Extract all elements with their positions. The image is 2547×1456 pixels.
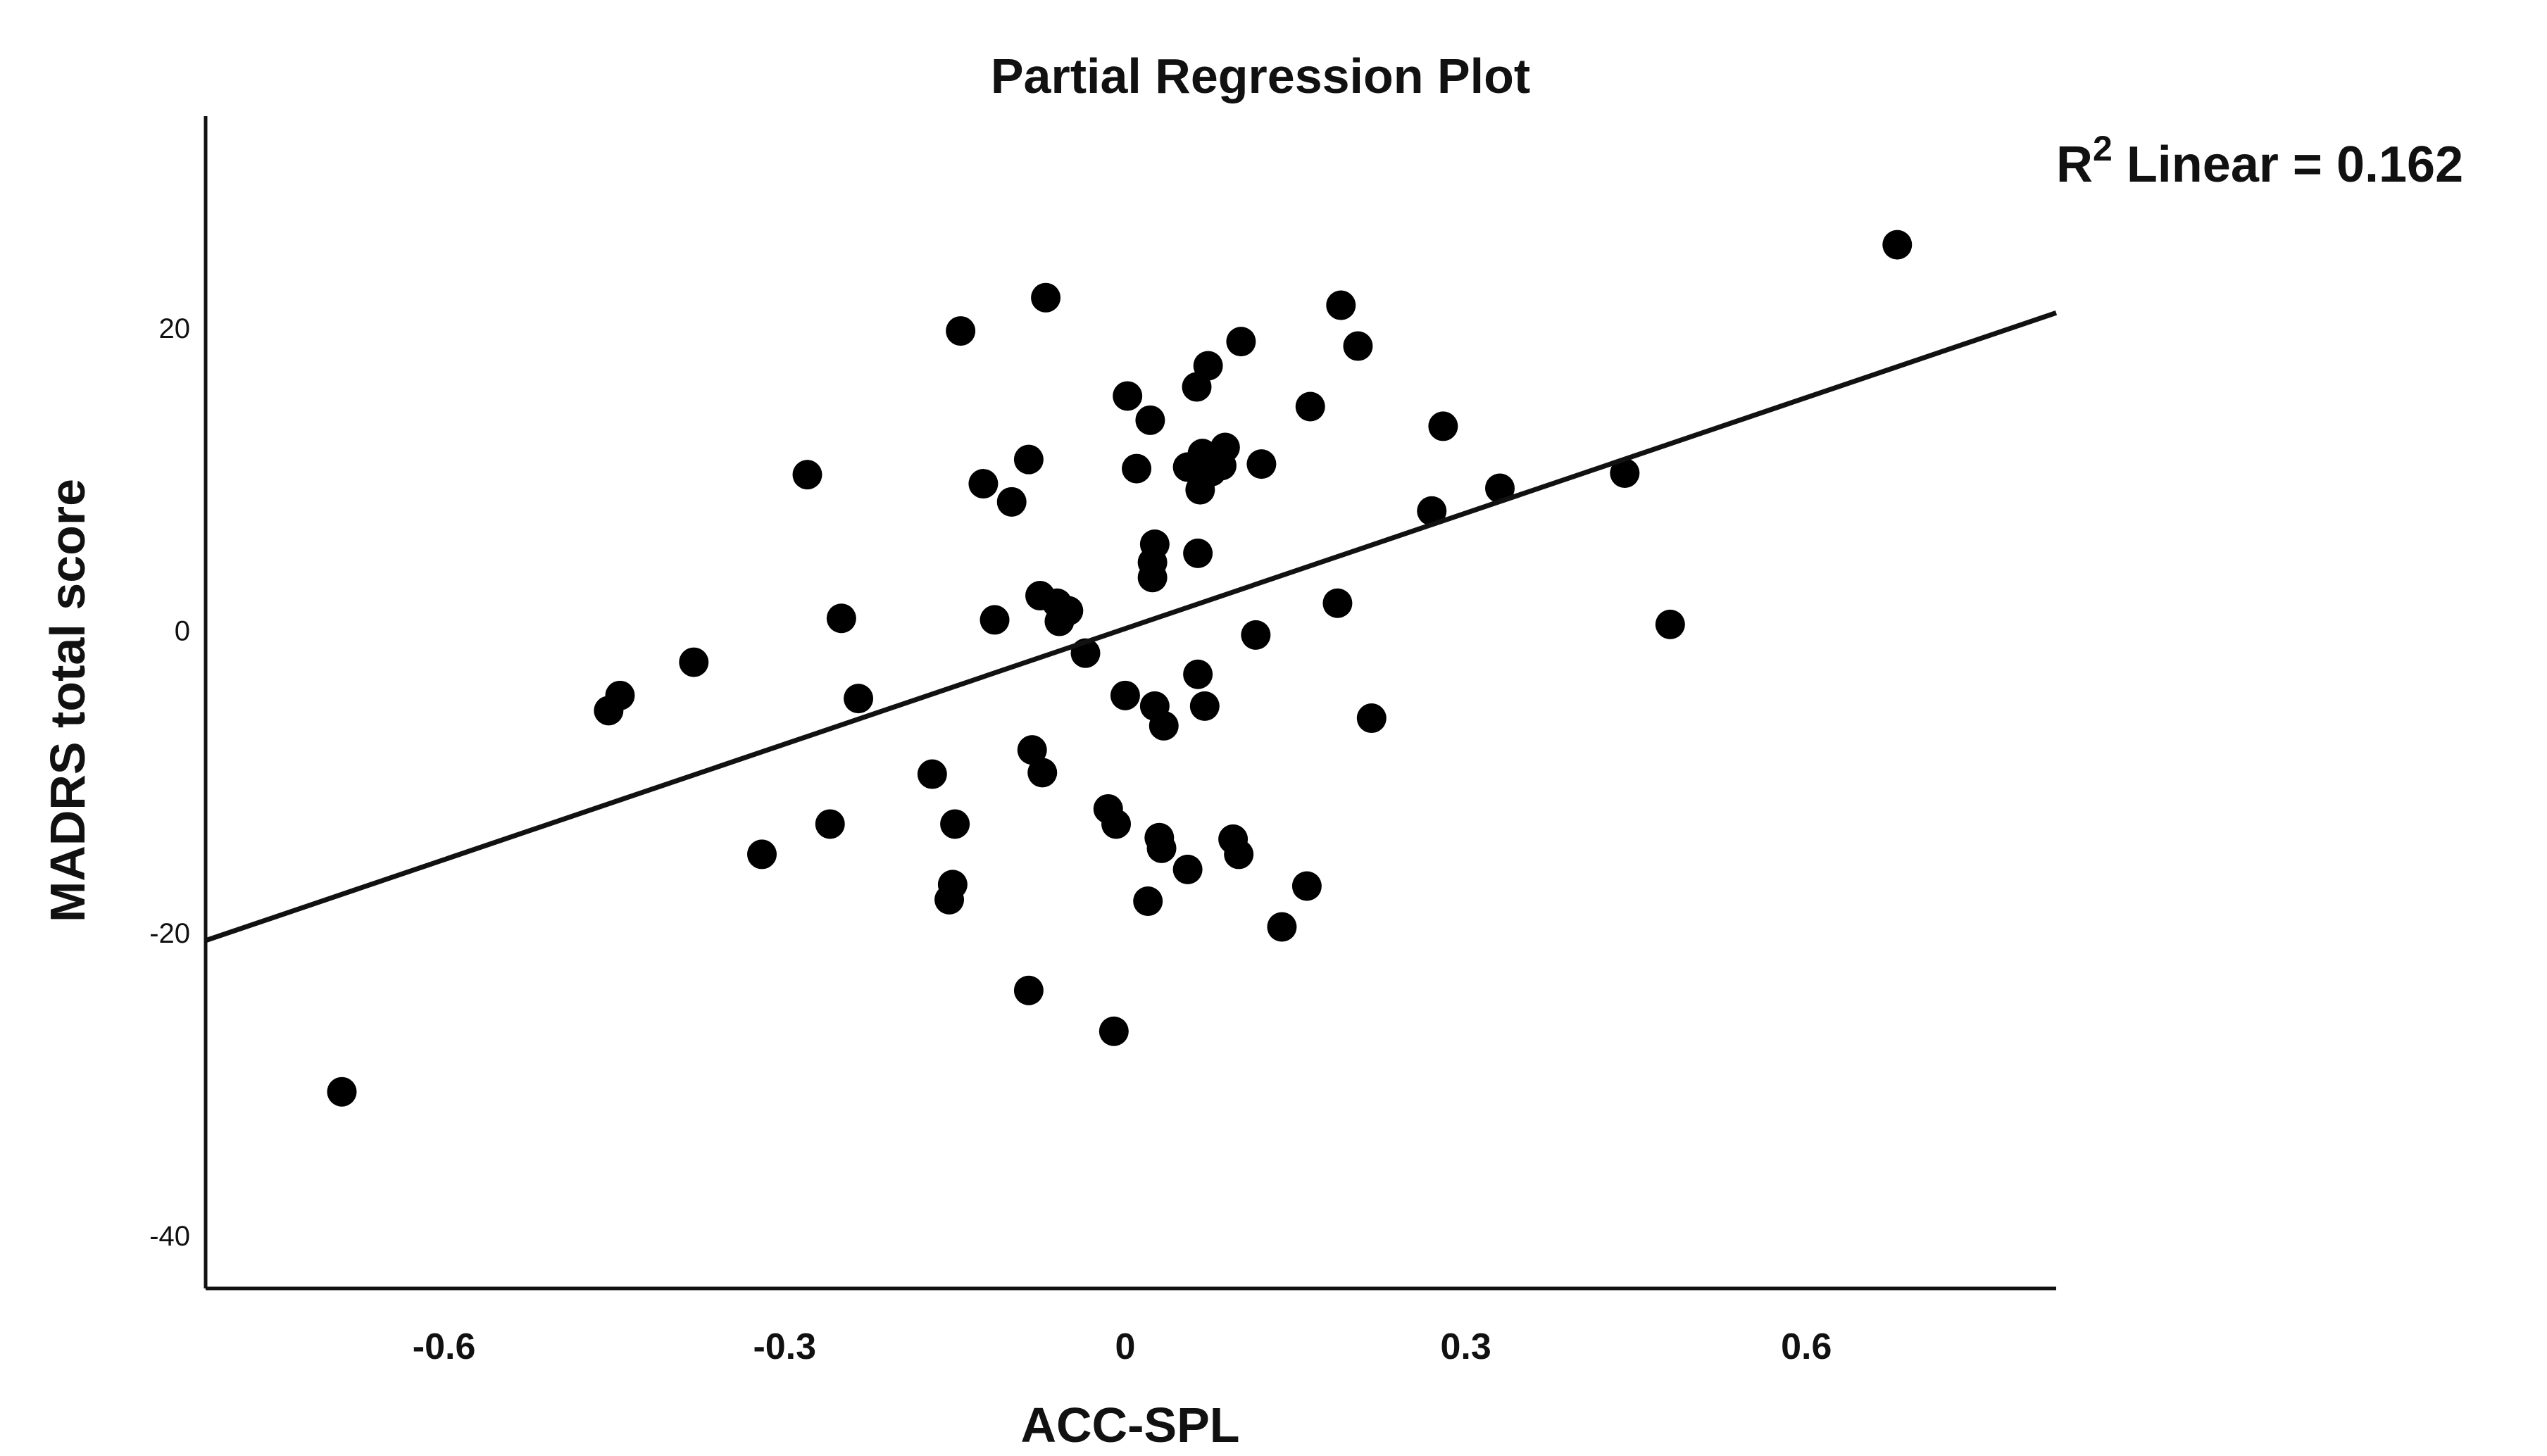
scatter-point [1322, 588, 1353, 618]
scatter-point [980, 605, 1010, 635]
scatter-point [1099, 1016, 1129, 1046]
scatter-point [1224, 839, 1254, 870]
scatter-point [1326, 290, 1356, 320]
x-tick-labels: -0.6 -0.3 0 0.3 0.6 [413, 1326, 1832, 1367]
scatter-point [1428, 411, 1458, 441]
scatter-point [1110, 680, 1140, 710]
scatter-point [1246, 449, 1277, 479]
scatter-point [1183, 538, 1213, 568]
scatter-point [1013, 975, 1044, 1005]
scatter-point [679, 647, 709, 677]
scatter-point [1295, 391, 1325, 422]
scatter-point [792, 460, 822, 490]
scatter-point [1031, 282, 1061, 313]
scatter-point [1183, 659, 1213, 689]
r2-text: Linear = 0.162 [2113, 137, 2463, 193]
scatter-point [1189, 691, 1220, 721]
scatter-point [1113, 381, 1143, 411]
scatter-point [815, 809, 845, 839]
scatter-point [996, 487, 1027, 517]
scatter-point [1226, 327, 1256, 357]
y-axis-label: MADRS total score [40, 479, 95, 922]
x-tick-label: 0.3 [1440, 1326, 1491, 1367]
scatter-point [1882, 230, 1913, 260]
scatter-point [1139, 529, 1170, 559]
r2-superscript: 2 [2093, 129, 2113, 168]
x-axis-label: ACC-SPL [1020, 1398, 1239, 1452]
r2-annotation: R2 Linear = 0.162 [2056, 129, 2463, 193]
x-tick-label: -0.6 [413, 1326, 476, 1367]
y-tick-label: -20 [149, 918, 190, 949]
scatter-point [1356, 703, 1387, 734]
chart-title: Partial Regression Plot [991, 49, 1530, 103]
scatter-point [1101, 809, 1132, 839]
scatter-point [1172, 854, 1203, 884]
scatter-point [1210, 432, 1240, 463]
scatter-point [1267, 912, 1297, 942]
scatter-point [1017, 735, 1047, 765]
scatter-point [1343, 331, 1373, 361]
scatter-point [940, 809, 970, 839]
x-tick-label: 0 [1115, 1326, 1135, 1367]
scatter-point [327, 1077, 357, 1107]
scatter-point [1149, 710, 1179, 741]
scatter-point [1135, 405, 1165, 435]
x-tick-label: 0.6 [1781, 1326, 1832, 1367]
scatter-point [1146, 833, 1177, 863]
scatter-point [605, 680, 635, 710]
scatter-point [1241, 620, 1271, 650]
y-tick-label: 20 [159, 313, 191, 344]
scatter-point [968, 469, 999, 499]
scatter-point [934, 884, 965, 915]
scatter-point [1655, 609, 1685, 639]
y-tick-label: -40 [149, 1221, 190, 1252]
scatter-point [917, 759, 947, 789]
scatter-point [1417, 496, 1447, 526]
x-tick-label: -0.3 [753, 1326, 816, 1367]
regression-line [204, 310, 2058, 943]
r2-base: R [2056, 137, 2093, 193]
scatter-point [946, 316, 976, 346]
scatter-point [747, 839, 777, 870]
y-tick-labels: 20 0 -20 -40 [149, 313, 190, 1252]
scatter-point [844, 684, 874, 714]
scatter-point [1484, 473, 1515, 503]
scatter-point [1610, 458, 1640, 489]
scatter-point [1053, 596, 1084, 626]
data-points [327, 230, 1913, 1107]
scatter-point [1122, 453, 1152, 484]
scatter-point [1013, 444, 1044, 475]
scatter-point [826, 603, 856, 634]
scatter-point [1133, 886, 1163, 917]
y-tick-label: 0 [175, 615, 190, 646]
scatter-point [1291, 871, 1322, 901]
scatter-point [1193, 351, 1223, 381]
scatter-point [1027, 758, 1058, 788]
